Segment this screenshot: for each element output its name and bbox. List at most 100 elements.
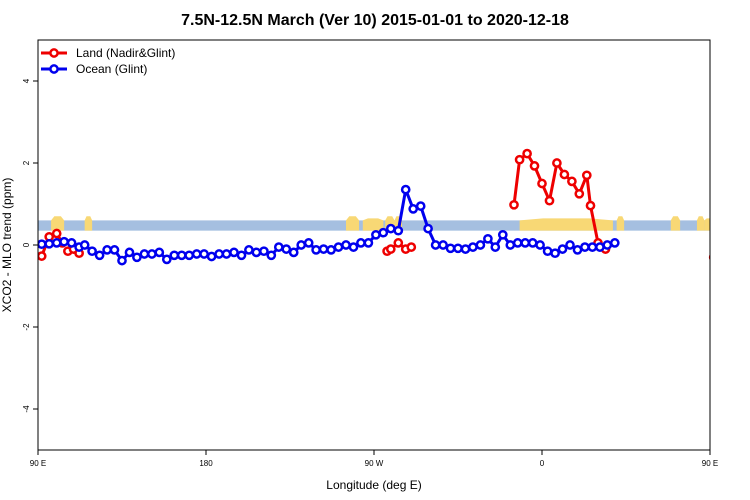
legend: Land (Nadir&Glint) Ocean (Glint) (41, 46, 175, 76)
data-point (288, 247, 299, 258)
data-point (535, 240, 545, 250)
land-region-10 (704, 218, 710, 231)
x-tick-label: 90 E (702, 459, 718, 468)
data-point (229, 247, 239, 258)
data-point (734, 239, 741, 246)
data-point (406, 242, 417, 252)
data-point (483, 233, 493, 244)
legend-marker (49, 64, 59, 74)
data-point (565, 240, 575, 250)
data-point (244, 245, 254, 255)
data-point (529, 161, 540, 171)
data-point (38, 239, 47, 250)
data-point (512, 238, 523, 248)
x-tick-label: 0 (540, 459, 545, 468)
data-point (38, 251, 47, 261)
data-point (720, 232, 727, 239)
data-point (385, 244, 396, 254)
data-point (184, 250, 195, 261)
data-point (527, 238, 538, 248)
land-region-0 (51, 216, 65, 231)
land-region-3 (362, 218, 384, 231)
data-point (537, 178, 547, 189)
data-point (154, 247, 165, 258)
data-point (574, 188, 585, 199)
y-axis-label: XCO2 - MLO trend (ppm) (0, 178, 14, 313)
data-point (460, 244, 471, 254)
data-point (438, 240, 448, 250)
data-point (581, 170, 592, 181)
data-point (550, 248, 560, 259)
data-point (139, 249, 150, 259)
data-point (66, 238, 77, 248)
data-point (363, 238, 374, 248)
data-point (522, 148, 532, 159)
data-point (371, 229, 381, 240)
x-axis: 90 E 180 90 W 0 90 E (30, 450, 718, 468)
x-tick-label: 90 W (365, 459, 384, 468)
legend-label: Land (Nadir&Glint) (76, 46, 175, 60)
data-point (51, 238, 62, 248)
data-point (572, 245, 583, 255)
data-point (520, 238, 531, 248)
data-point (221, 249, 232, 259)
data-point (117, 255, 127, 266)
data-point (740, 250, 747, 257)
data-point (408, 204, 419, 214)
data-point (708, 254, 710, 261)
data-point (191, 249, 202, 259)
legend-marker (49, 48, 59, 58)
data-point (199, 249, 209, 259)
data-point (514, 154, 525, 165)
data-point (423, 223, 433, 234)
data-point (87, 246, 97, 257)
data-point (509, 199, 519, 210)
data-point (51, 228, 62, 239)
data-point (147, 249, 157, 259)
data-point (544, 195, 555, 206)
data-point (567, 176, 577, 187)
data-point (385, 223, 396, 234)
data-point (281, 244, 292, 254)
data-point (102, 245, 112, 255)
data-point (161, 254, 172, 265)
data-point (236, 250, 247, 261)
data-point (580, 242, 590, 252)
series-ocean (38, 184, 620, 266)
data-point (393, 238, 404, 248)
data-point (124, 247, 135, 258)
data-point (318, 244, 329, 254)
data-point (445, 243, 456, 254)
series-line (714, 234, 750, 258)
data-point (273, 242, 284, 252)
data-point (132, 252, 142, 263)
data-point (259, 246, 269, 257)
y-tick-label: 0 (22, 242, 31, 247)
data-point (176, 250, 187, 261)
data-point (400, 184, 411, 195)
data-point (109, 245, 120, 255)
y-tick-label: -2 (22, 323, 31, 331)
data-point (311, 245, 321, 255)
data-point (415, 201, 426, 211)
data-point (727, 230, 734, 237)
data-point (602, 240, 613, 250)
x-tick-label: 180 (199, 459, 213, 468)
x-axis-label: Longitude (deg E) (326, 478, 421, 492)
land-region-7 (616, 216, 625, 231)
land-region-9 (696, 216, 705, 231)
data-point (453, 243, 463, 254)
data-point (552, 158, 562, 168)
data-point (393, 225, 404, 236)
data-point (214, 249, 224, 259)
data-point (559, 169, 570, 180)
chart-title: 7.5N-12.5N March (Ver 10) 2015-01-01 to … (181, 12, 569, 29)
data-point (356, 238, 366, 248)
data-point (348, 242, 359, 252)
data-point (206, 251, 217, 262)
data-point (542, 246, 553, 257)
land-region-2 (346, 216, 360, 231)
data-point (94, 250, 105, 261)
y-tick-label: 4 (22, 78, 31, 83)
